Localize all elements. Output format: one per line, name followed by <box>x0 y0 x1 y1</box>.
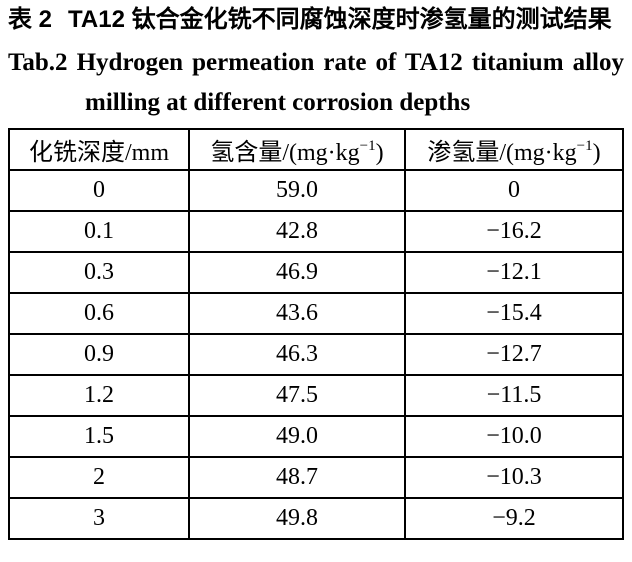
cell-hydrogen-content: 59.0 <box>188 169 406 212</box>
col-header-permeation-amount-suffix: ) <box>592 140 601 166</box>
cell-milling-depth: 3 <box>8 497 190 540</box>
table-caption-zh-text: TA12 钛合金化铣不同腐蚀深度时渗氢量的测试结果 <box>68 6 612 33</box>
cell-permeation-amount: −12.1 <box>404 251 624 294</box>
cell-permeation-amount: −10.0 <box>404 415 624 458</box>
cell-permeation-amount: −11.5 <box>404 374 624 417</box>
cell-milling-depth: 1.2 <box>8 374 190 417</box>
table-row: 0.6 43.6 −15.4 <box>8 292 624 335</box>
table-header-row: 化铣深度/mm 氢含量/(mg·kg−1) 渗氢量/(mg·kg−1) <box>8 128 624 171</box>
table-caption-en-line2: milling at different corrosion depths <box>85 89 471 116</box>
hydrogen-permeation-table: 化铣深度/mm 氢含量/(mg·kg−1) 渗氢量/(mg·kg−1) 0 59… <box>8 128 624 540</box>
table-row: 1.5 49.0 −10.0 <box>8 415 624 458</box>
col-header-permeation-amount: 渗氢量/(mg·kg−1) <box>404 128 624 171</box>
cell-milling-depth: 0.3 <box>8 251 190 294</box>
cell-permeation-amount: −9.2 <box>404 497 624 540</box>
table-row: 3 49.8 −9.2 <box>8 497 624 540</box>
cell-hydrogen-content: 49.0 <box>188 415 406 458</box>
col-header-hydrogen-content-suffix: ) <box>375 140 384 166</box>
cell-milling-depth: 0.6 <box>8 292 190 335</box>
cell-permeation-amount: −16.2 <box>404 210 624 253</box>
cell-milling-depth: 0 <box>8 169 190 212</box>
table-caption-zh-label: 表 2 <box>8 6 53 33</box>
cell-milling-depth: 2 <box>8 456 190 499</box>
cell-milling-depth: 0.9 <box>8 333 190 376</box>
table-caption-zh: 表 2 TA12 钛合金化铣不同腐蚀深度时渗氢量的测试结果 <box>8 4 624 36</box>
cell-hydrogen-content: 48.7 <box>188 456 406 499</box>
col-header-permeation-amount-prefix: 渗氢量/(mg·kg <box>427 140 577 166</box>
table-row: 0.9 46.3 −12.7 <box>8 333 624 376</box>
table-body: 0 59.0 0 0.1 42.8 −16.2 0.3 46.9 −12.1 0… <box>8 169 624 540</box>
table-row: 1.2 47.5 −11.5 <box>8 374 624 417</box>
table-row: 2 48.7 −10.3 <box>8 456 624 499</box>
cell-hydrogen-content: 46.9 <box>188 251 406 294</box>
col-header-hydrogen-content-superscript: −1 <box>359 138 376 154</box>
cell-hydrogen-content: 47.5 <box>188 374 406 417</box>
cell-milling-depth: 0.1 <box>8 210 190 253</box>
table-row-header: 化铣深度/mm 氢含量/(mg·kg−1) 渗氢量/(mg·kg−1) <box>8 128 624 171</box>
table-caption-en-line1: Tab.2 Hydrogen permeation rate of TA12 t… <box>8 49 624 76</box>
cell-hydrogen-content: 49.8 <box>188 497 406 540</box>
cell-permeation-amount: 0 <box>404 169 624 212</box>
cell-permeation-amount: −12.7 <box>404 333 624 376</box>
col-header-permeation-amount-superscript: −1 <box>576 138 593 154</box>
col-header-milling-depth: 化铣深度/mm <box>8 128 190 171</box>
table-row: 0.1 42.8 −16.2 <box>8 210 624 253</box>
cell-hydrogen-content: 43.6 <box>188 292 406 335</box>
cell-hydrogen-content: 46.3 <box>188 333 406 376</box>
cell-permeation-amount: −10.3 <box>404 456 624 499</box>
col-header-hydrogen-content: 氢含量/(mg·kg−1) <box>188 128 406 171</box>
cell-milling-depth: 1.5 <box>8 415 190 458</box>
col-header-hydrogen-content-prefix: 氢含量/(mg·kg <box>210 140 360 166</box>
cell-permeation-amount: −15.4 <box>404 292 624 335</box>
table-row: 0 59.0 0 <box>8 169 624 212</box>
cell-hydrogen-content: 42.8 <box>188 210 406 253</box>
table-row: 0.3 46.9 −12.1 <box>8 251 624 294</box>
